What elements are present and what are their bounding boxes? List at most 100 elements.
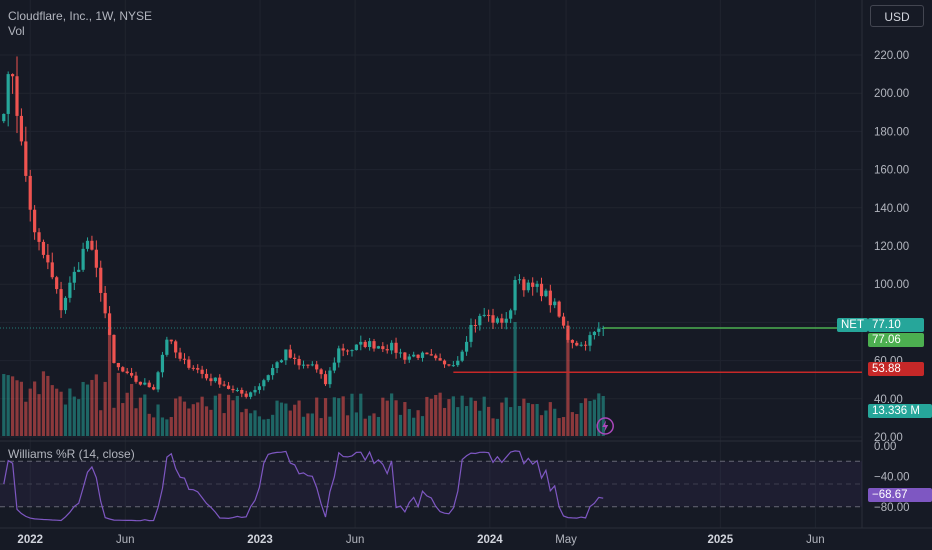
volume-bar xyxy=(77,399,81,436)
price-tick-label: 20.00 xyxy=(874,432,903,444)
candle-body xyxy=(592,331,596,336)
volume-bar xyxy=(337,398,341,436)
volume-bar xyxy=(548,402,552,436)
volume-bar xyxy=(160,417,165,436)
candle-body xyxy=(85,240,90,249)
candle-body xyxy=(323,374,328,385)
candle-body xyxy=(372,341,376,349)
volume-bar xyxy=(390,393,394,436)
candle-body xyxy=(456,360,460,366)
volume-bar xyxy=(473,400,477,436)
candle-body xyxy=(196,368,200,370)
ticker-badge: NET xyxy=(837,318,868,332)
price-tick-label: 160.00 xyxy=(874,165,909,177)
candle-body xyxy=(235,389,239,391)
candle-body xyxy=(129,373,134,376)
candle-body xyxy=(169,339,173,342)
candle-body xyxy=(226,385,231,389)
candle-body xyxy=(522,279,526,291)
volume-bar xyxy=(165,419,169,436)
candle-body xyxy=(398,352,403,354)
volume-bar xyxy=(125,392,129,436)
volume-bar xyxy=(359,393,363,436)
candle-body xyxy=(420,352,425,358)
candle-body xyxy=(526,282,530,291)
candle-body xyxy=(513,280,517,311)
volume-bar xyxy=(244,408,248,436)
volume-bar xyxy=(306,413,310,436)
currency-button[interactable]: USD xyxy=(870,5,924,27)
volume-bar xyxy=(345,415,350,436)
candle-body xyxy=(160,354,165,373)
candle-body xyxy=(416,354,420,358)
volume-bar xyxy=(425,396,429,436)
candle-body xyxy=(403,352,407,360)
candle-body xyxy=(293,357,297,359)
candle-body xyxy=(495,318,500,323)
time-tick-label: Jun xyxy=(806,534,825,546)
volume-bar xyxy=(103,381,107,436)
volume-bar xyxy=(81,381,85,436)
candle-body xyxy=(491,315,495,323)
candle-body xyxy=(566,325,570,340)
volume-bar xyxy=(182,401,187,436)
volume-bar xyxy=(456,407,460,436)
lightning-icon xyxy=(596,417,614,435)
volume-bar xyxy=(90,379,94,436)
price-tick-label: 40.00 xyxy=(874,394,903,406)
candle-body xyxy=(121,367,125,372)
candle-body xyxy=(28,175,32,210)
price-tick-label: 180.00 xyxy=(874,126,909,138)
candle-body xyxy=(394,342,398,353)
volume-bar xyxy=(434,394,438,436)
candle-body xyxy=(81,248,85,270)
volume-bar xyxy=(143,394,147,436)
volume-bar xyxy=(526,402,530,436)
volume-bar xyxy=(271,414,275,436)
candle-body xyxy=(478,315,482,326)
time-tick-label: Jun xyxy=(116,534,135,546)
volume-bar xyxy=(323,398,328,436)
candle-body xyxy=(107,313,112,335)
volume-bar xyxy=(539,415,544,436)
candle-body xyxy=(341,348,345,351)
volume-bar xyxy=(288,410,292,436)
volume-bar xyxy=(535,404,539,436)
volume-bar xyxy=(301,416,306,436)
candle-body xyxy=(332,362,336,371)
candle-body xyxy=(337,348,341,363)
price-tick-label: 100.00 xyxy=(874,279,909,291)
volume-bar xyxy=(249,413,253,436)
candle-body xyxy=(213,377,217,382)
volume-bar xyxy=(266,418,270,436)
volume-bar xyxy=(41,371,46,436)
volume-bar xyxy=(204,406,209,436)
candle-body xyxy=(385,349,389,351)
volume-bar xyxy=(46,375,50,436)
volume-bar xyxy=(50,385,54,436)
candle-body xyxy=(570,339,574,343)
candle-body xyxy=(509,310,513,319)
volume-bar xyxy=(310,413,314,436)
volume-bar xyxy=(500,402,504,436)
volume-bar xyxy=(2,374,6,436)
volume-bar xyxy=(561,417,566,436)
volume-bar xyxy=(403,402,407,436)
volume-bars xyxy=(2,322,605,436)
time-tick-label: 2023 xyxy=(247,534,273,546)
candle-body xyxy=(116,362,120,368)
volume-bar xyxy=(231,400,235,436)
candle-body xyxy=(548,290,552,306)
candle-body xyxy=(328,370,332,385)
volume-bar xyxy=(63,404,68,436)
volume-bar xyxy=(191,404,195,436)
time-tick-label: 2024 xyxy=(477,534,503,546)
candle-body xyxy=(94,249,98,268)
candle-body xyxy=(90,240,94,250)
candle-body xyxy=(77,269,81,272)
candle-body xyxy=(147,382,151,388)
volume-bar xyxy=(85,384,90,436)
volume-bar xyxy=(354,412,358,436)
volume-bar xyxy=(531,404,535,436)
